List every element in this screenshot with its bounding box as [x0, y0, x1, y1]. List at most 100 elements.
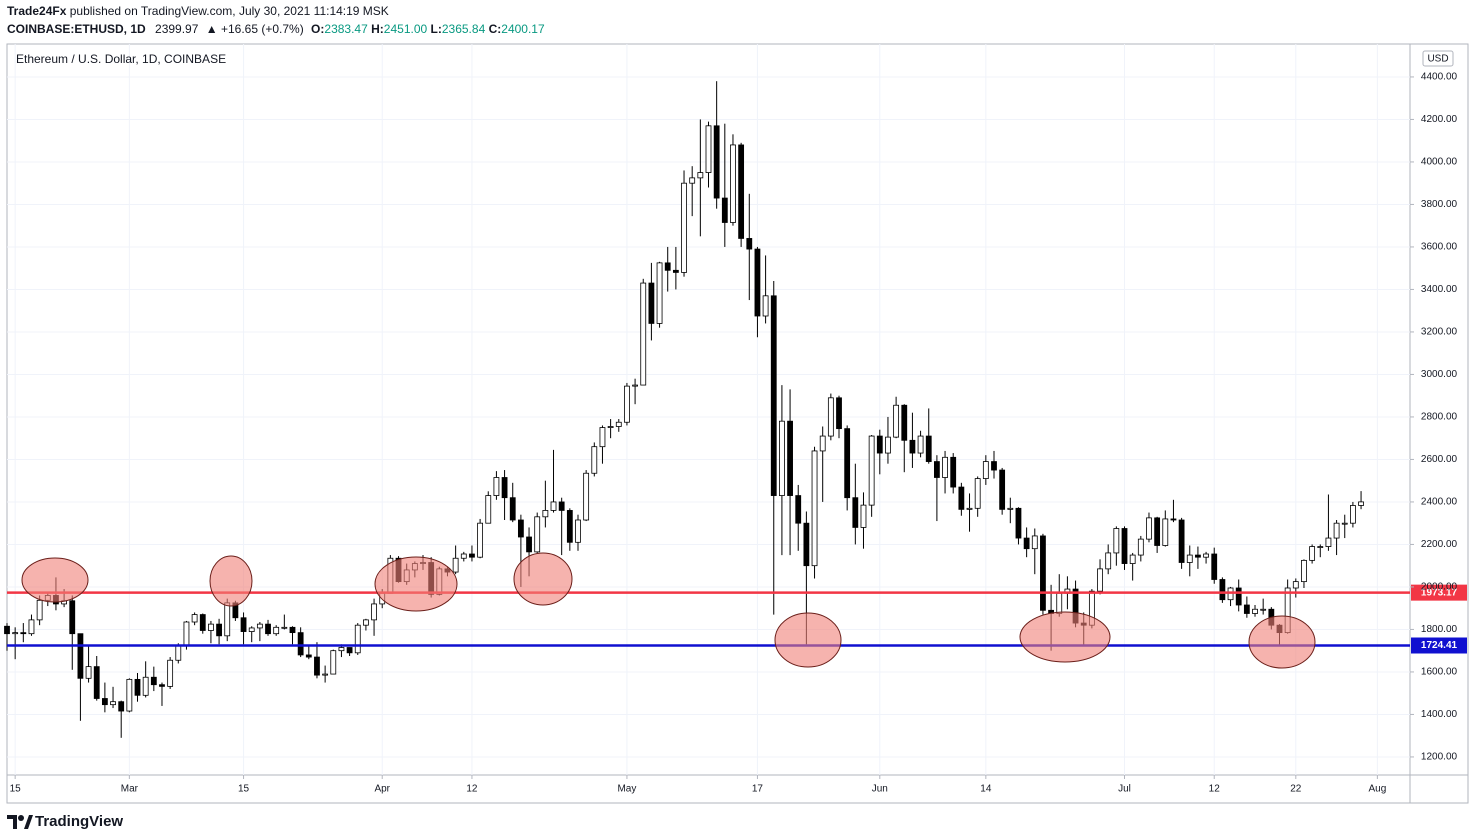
- candle-body: [183, 621, 190, 646]
- highlight-ellipse: [374, 556, 458, 612]
- candle-body: [705, 125, 712, 173]
- candle-body: [501, 477, 508, 499]
- candle-body: [982, 461, 989, 479]
- candle-body: [517, 519, 524, 538]
- currency-box: [1422, 50, 1454, 67]
- candle-body: [1292, 581, 1299, 589]
- candle-body: [167, 659, 174, 687]
- candle-body: [697, 172, 704, 179]
- candle-body: [762, 295, 769, 317]
- y-tick-label: 2600.00: [1421, 454, 1458, 465]
- candle-body: [1007, 507, 1014, 510]
- y-tick-label: 2400.00: [1421, 497, 1458, 508]
- highlight-ellipse: [1248, 615, 1316, 669]
- candle-body: [101, 698, 108, 706]
- candle-body: [1350, 505, 1356, 524]
- candle-body: [1341, 522, 1348, 525]
- candle-body: [1195, 554, 1201, 558]
- candle-body: [93, 666, 100, 699]
- candle-body: [118, 701, 125, 712]
- candle-body: [901, 404, 908, 441]
- candle-body: [795, 495, 802, 524]
- candle-body: [974, 478, 981, 509]
- y-tick-label: 3200.00: [1421, 327, 1458, 338]
- candle-body: [632, 384, 638, 387]
- candle-body: [134, 678, 141, 696]
- candle-body: [493, 477, 500, 496]
- header-line-1: Trade24Fx published on TradingView.com, …: [7, 4, 389, 18]
- y-tick-label: 1400.00: [1421, 709, 1458, 720]
- candle-body: [265, 623, 271, 635]
- level-label: 1973.17: [1421, 587, 1458, 598]
- candle-body: [338, 647, 345, 652]
- x-tick-label: 15: [238, 784, 250, 795]
- change: ▲ +16.65 (+0.7%): [206, 22, 304, 36]
- candle-body: [1219, 579, 1226, 601]
- candle-body: [330, 650, 337, 675]
- candle-body: [297, 632, 304, 656]
- x-tick-label: 17: [752, 784, 764, 795]
- y-tick-label: 3600.00: [1421, 242, 1458, 253]
- highlight-ellipse: [513, 552, 573, 606]
- x-tick-label: May: [617, 784, 636, 795]
- candle-body: [240, 617, 247, 632]
- y-tick-label: 4000.00: [1421, 157, 1458, 168]
- x-tick-label: Apr: [374, 784, 390, 795]
- candle-body: [1260, 608, 1267, 611]
- candle-body: [1113, 528, 1120, 554]
- y-tick-label: 3400.00: [1421, 284, 1458, 295]
- candle-body: [1097, 568, 1103, 592]
- candle-body: [664, 262, 671, 271]
- candle-body: [819, 435, 826, 452]
- level-tag: [1411, 584, 1467, 601]
- candle-body: [803, 522, 810, 567]
- candle-body: [1301, 559, 1307, 583]
- candle-body: [860, 504, 867, 528]
- candle-body: [770, 295, 777, 496]
- x-tick-label: 14: [980, 784, 992, 795]
- candle-body: [36, 599, 43, 621]
- candle-body: [852, 497, 859, 528]
- y-tick-label: 4200.00: [1421, 114, 1458, 125]
- ohlc-value: 2451.00: [384, 22, 428, 36]
- published: published on TradingView.com, July 30, 2…: [70, 4, 389, 18]
- candle-body: [868, 435, 875, 506]
- candle-body: [958, 486, 965, 510]
- candle-body: [1023, 537, 1030, 550]
- x-tick-label: Jun: [872, 784, 888, 795]
- candle-body: [885, 436, 891, 454]
- symbol: COINBASE:ETHUSD, 1D: [7, 22, 146, 36]
- candle-body: [289, 626, 296, 634]
- candle-body: [1243, 604, 1250, 614]
- candle-body: [477, 522, 484, 558]
- candle-body: [607, 426, 614, 428]
- candle-body: [640, 282, 647, 386]
- candle-body: [1170, 518, 1177, 521]
- x-tick-label: 22: [1290, 784, 1302, 795]
- ohlc-value: 2365.84: [442, 22, 486, 36]
- y-tick-label: 3800.00: [1421, 199, 1458, 210]
- candle-body: [216, 623, 222, 637]
- chart-title: Ethereum / U.S. Dollar, 1D, COINBASE: [16, 52, 226, 66]
- candle-body: [738, 144, 745, 239]
- candle-body: [1235, 587, 1242, 606]
- candle-body: [1211, 553, 1218, 580]
- chart-frame: [6, 43, 1469, 804]
- candle-body: [1333, 522, 1340, 539]
- candle-body: [591, 446, 598, 474]
- y-tick-label: 1600.00: [1421, 667, 1458, 678]
- candle-body: [730, 144, 736, 223]
- candle-body: [1015, 507, 1022, 539]
- candle-body: [1203, 553, 1209, 558]
- candle-body: [893, 404, 900, 438]
- candle-body: [1358, 501, 1364, 506]
- candle-body: [126, 678, 133, 712]
- candle-body: [1162, 518, 1169, 546]
- candle-body: [371, 603, 377, 621]
- ohlc-label: C:: [489, 22, 502, 36]
- brand: TradingView: [35, 813, 123, 830]
- candle-body: [681, 182, 687, 273]
- candle-body: [575, 519, 581, 543]
- candle-body: [991, 461, 997, 471]
